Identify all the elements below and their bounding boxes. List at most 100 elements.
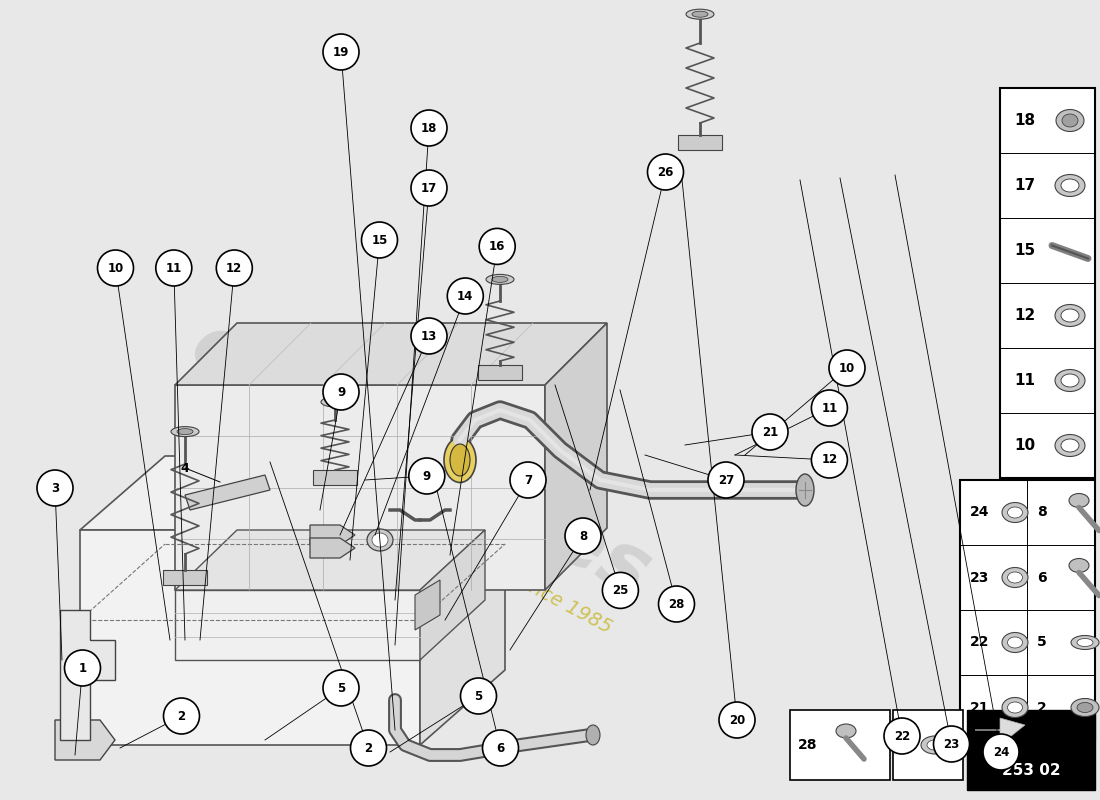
Text: 11: 11 (1014, 373, 1035, 388)
Ellipse shape (796, 474, 814, 506)
Ellipse shape (692, 11, 708, 18)
Ellipse shape (321, 397, 349, 407)
Circle shape (480, 229, 515, 264)
Ellipse shape (1056, 110, 1084, 131)
Ellipse shape (586, 725, 600, 745)
Circle shape (37, 470, 73, 506)
Ellipse shape (444, 438, 476, 482)
Polygon shape (55, 720, 116, 760)
FancyBboxPatch shape (790, 710, 890, 780)
Ellipse shape (1062, 114, 1078, 127)
Ellipse shape (686, 10, 714, 19)
Polygon shape (60, 610, 116, 740)
Polygon shape (175, 323, 607, 385)
Text: 23: 23 (970, 570, 989, 585)
Text: 10: 10 (108, 262, 123, 274)
FancyBboxPatch shape (967, 710, 1094, 790)
Ellipse shape (327, 399, 343, 405)
Text: 15: 15 (372, 234, 387, 246)
Circle shape (884, 718, 920, 754)
Polygon shape (420, 530, 485, 660)
Ellipse shape (170, 426, 199, 437)
Text: 22: 22 (970, 635, 990, 650)
Text: 8: 8 (1037, 506, 1047, 519)
Polygon shape (175, 530, 485, 590)
Circle shape (483, 730, 518, 766)
FancyBboxPatch shape (893, 710, 962, 780)
Polygon shape (678, 135, 722, 150)
Ellipse shape (1008, 507, 1023, 518)
Circle shape (983, 734, 1019, 770)
Text: 9: 9 (337, 386, 345, 398)
Text: 20: 20 (729, 714, 745, 726)
Circle shape (603, 573, 638, 608)
Circle shape (351, 730, 386, 766)
Circle shape (411, 170, 447, 206)
Circle shape (648, 154, 683, 190)
Circle shape (217, 250, 252, 286)
Text: 12: 12 (227, 262, 242, 274)
Polygon shape (478, 365, 522, 380)
Ellipse shape (1055, 305, 1085, 326)
Circle shape (156, 250, 191, 286)
Circle shape (829, 350, 865, 386)
Ellipse shape (1071, 635, 1099, 650)
Ellipse shape (1077, 702, 1093, 713)
Circle shape (323, 374, 359, 410)
Circle shape (752, 414, 788, 450)
Text: 23: 23 (944, 738, 959, 750)
Circle shape (409, 458, 444, 494)
Text: 12: 12 (822, 454, 837, 466)
Circle shape (323, 670, 359, 706)
Text: 7: 7 (524, 474, 532, 486)
Ellipse shape (177, 429, 192, 434)
Text: 6: 6 (496, 742, 505, 754)
Text: 10: 10 (1014, 438, 1035, 453)
Ellipse shape (1062, 309, 1079, 322)
Text: 2: 2 (1037, 701, 1047, 714)
Text: 9: 9 (422, 470, 431, 482)
Text: 6: 6 (1037, 570, 1046, 585)
Text: 19: 19 (333, 46, 349, 58)
Ellipse shape (1071, 698, 1099, 717)
Circle shape (164, 698, 199, 734)
Ellipse shape (836, 724, 856, 738)
Polygon shape (415, 580, 440, 630)
Text: 12: 12 (1014, 308, 1035, 323)
Ellipse shape (1069, 494, 1089, 507)
Text: 253 02: 253 02 (1002, 763, 1060, 778)
Ellipse shape (1069, 558, 1089, 573)
Circle shape (812, 390, 847, 426)
Text: 15: 15 (1014, 243, 1035, 258)
Text: 11: 11 (166, 262, 182, 274)
Text: 13: 13 (421, 330, 437, 342)
Polygon shape (310, 525, 355, 545)
Text: 5: 5 (1037, 635, 1047, 650)
Text: 27: 27 (718, 474, 734, 486)
Circle shape (411, 110, 447, 146)
Circle shape (719, 702, 755, 738)
Text: a passion for parts since 1985: a passion for parts since 1985 (345, 482, 615, 638)
Ellipse shape (1062, 439, 1079, 452)
Text: 8: 8 (579, 530, 587, 542)
Text: 17: 17 (421, 182, 437, 194)
Text: 25: 25 (613, 584, 628, 597)
Ellipse shape (1008, 572, 1023, 583)
Ellipse shape (921, 736, 949, 754)
Ellipse shape (1008, 637, 1023, 648)
Ellipse shape (492, 276, 508, 282)
Ellipse shape (1062, 374, 1079, 387)
Circle shape (448, 278, 483, 314)
Ellipse shape (1055, 434, 1085, 457)
Ellipse shape (1002, 698, 1028, 718)
Circle shape (510, 462, 546, 498)
Ellipse shape (367, 529, 393, 551)
Ellipse shape (1002, 567, 1028, 587)
Polygon shape (420, 456, 505, 745)
Text: 1: 1 (78, 662, 87, 674)
Text: 18: 18 (421, 122, 437, 134)
Ellipse shape (450, 444, 470, 476)
Circle shape (708, 462, 744, 498)
Ellipse shape (1002, 633, 1028, 653)
FancyBboxPatch shape (1000, 88, 1094, 478)
